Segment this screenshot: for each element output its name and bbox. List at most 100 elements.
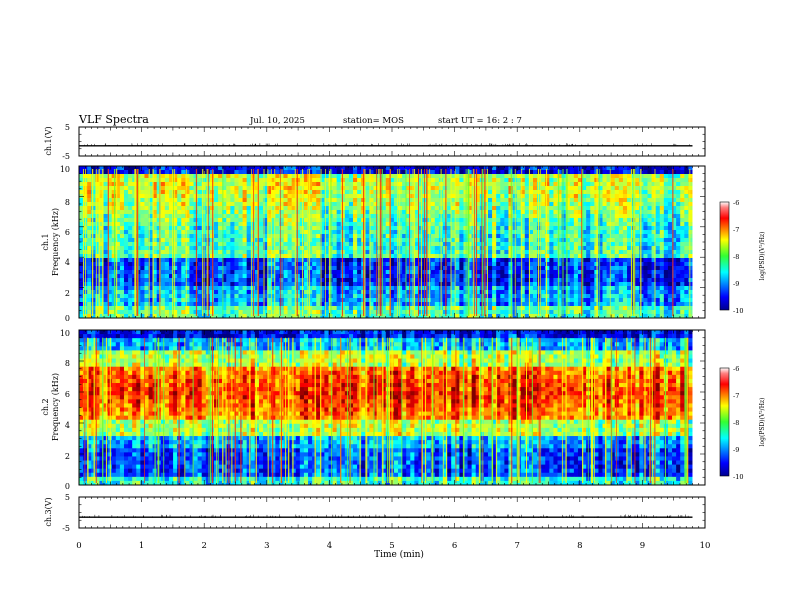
spectrogram-cell <box>655 214 661 219</box>
spectrogram-cell <box>144 178 149 183</box>
spectrogram-cell <box>299 222 305 227</box>
spectrogram-cell <box>635 206 640 211</box>
spectrogram-cell <box>492 282 497 287</box>
spectrogram-cell <box>569 234 575 239</box>
spectrogram-cell <box>610 174 616 179</box>
spectrogram-cell <box>516 202 522 207</box>
spectrogram-cell <box>393 206 399 211</box>
spectrogram-cell <box>263 210 268 215</box>
spectrogram-cell <box>377 174 383 179</box>
spectrogram-cell <box>128 262 133 267</box>
spectrogram-cell <box>598 282 603 287</box>
spectrogram-cell <box>418 266 423 271</box>
spectrogram-cell <box>79 186 84 191</box>
spectrogram-cell <box>582 202 587 207</box>
spectrogram-cell <box>557 270 562 275</box>
spectrogram-cell <box>177 190 182 195</box>
spectrogram-cell <box>254 278 260 283</box>
spectrogram-cell <box>152 226 158 231</box>
spectrogram-cell <box>602 282 607 287</box>
spectrogram-cell <box>512 242 518 247</box>
spectrogram-cell <box>414 186 419 191</box>
spectrogram-cell <box>577 242 583 247</box>
spectrogram-cell <box>659 198 665 203</box>
spectrogram-cell <box>430 214 436 219</box>
spectrogram-cell <box>537 210 542 215</box>
spectrogram-cell <box>234 262 239 267</box>
spectrogram-cell <box>287 250 293 255</box>
spectrogram-cell <box>524 258 530 263</box>
spectrogram-cell <box>209 258 215 263</box>
spectrogram-cell <box>344 242 350 247</box>
spectrogram-cell <box>353 198 358 203</box>
spectrogram-cell <box>684 254 689 259</box>
spectrogram-cell <box>688 278 693 283</box>
spectrogram-cell <box>263 186 268 191</box>
spectrogram-cell <box>246 282 252 287</box>
spectrogram-cell <box>344 182 350 187</box>
spectrogram-cell <box>610 210 616 215</box>
spectrogram-cell <box>672 258 677 263</box>
spectrogram-cell <box>91 282 96 287</box>
spectrogram-cell <box>647 254 652 259</box>
spectrogram-cell <box>463 178 468 183</box>
spectrogram-cell <box>91 166 96 171</box>
spectrogram-cell <box>463 278 468 283</box>
spectrogram-cell <box>373 222 378 227</box>
spectrogram-cell <box>557 242 562 247</box>
spectrogram-cell <box>308 258 313 263</box>
spectrogram-cell <box>541 214 546 219</box>
spectrogram-cell <box>647 238 652 243</box>
spectrogram-cell <box>144 214 149 219</box>
spectrogram-cell <box>348 178 354 183</box>
spectrogram-cell <box>402 210 407 215</box>
spectrogram-cell <box>385 258 391 263</box>
spectrogram-cell <box>385 266 391 271</box>
spectrogram-cell <box>324 234 329 239</box>
spectrogram-cell <box>443 170 448 175</box>
spectrogram-cell <box>426 238 432 243</box>
spectrogram-cell <box>263 166 268 171</box>
spectrogram-cell <box>295 270 301 275</box>
spectrogram-cell <box>410 170 415 175</box>
spectrogram-cell <box>316 274 321 279</box>
spectrogram-cell <box>688 222 693 227</box>
spectrogram-cell <box>602 238 607 243</box>
spectrogram-cell <box>164 170 170 175</box>
spectrogram-cell <box>91 174 96 179</box>
spectrogram-cell <box>189 278 194 283</box>
spectrogram-cell <box>95 230 100 235</box>
spectrogram-cell <box>291 234 297 239</box>
spectrogram-cell <box>173 278 178 283</box>
spectrogram-cell <box>103 190 109 195</box>
spectrogram-cell <box>508 186 513 191</box>
spectrogram-cell <box>389 214 395 219</box>
spectrogram-cell <box>532 178 538 183</box>
spectrogram-cell <box>684 230 689 235</box>
spectrogram-cell <box>541 258 546 263</box>
spectrogram-cell <box>434 274 440 279</box>
spectrogram-cell <box>95 246 100 251</box>
spectrogram-cell <box>177 218 182 223</box>
spectrogram-cell <box>643 242 648 247</box>
spectrogram-cell <box>655 182 661 187</box>
spectrogram-cell <box>357 270 362 275</box>
spectrogram-cell <box>181 262 186 267</box>
spectrogram-cell <box>160 186 166 191</box>
spectrogram-cell <box>647 226 652 231</box>
spectrogram-cell <box>197 218 203 223</box>
spectrogram-cell <box>561 262 567 267</box>
spectrogram-cell <box>667 214 673 219</box>
spectrogram-cell <box>299 242 305 247</box>
spectrogram-cell <box>189 210 194 215</box>
spectrogram-cell <box>528 242 534 247</box>
spectrogram-cell <box>381 194 387 199</box>
spectrogram-cell <box>287 230 293 235</box>
spectrogram-cell <box>218 206 223 211</box>
spectrogram-cell <box>688 226 693 231</box>
spectrogram-cell <box>561 210 567 215</box>
spectrogram-cell <box>516 230 522 235</box>
spectrogram-cell <box>467 258 473 263</box>
spectrogram-cell <box>156 262 162 267</box>
spectrogram-cell <box>541 190 546 195</box>
